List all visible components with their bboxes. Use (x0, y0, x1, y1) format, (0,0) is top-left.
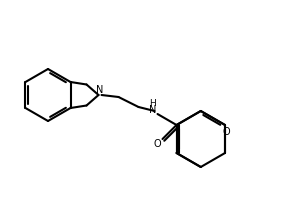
Text: N: N (96, 85, 103, 95)
Text: H: H (149, 99, 156, 108)
Text: O: O (154, 139, 161, 149)
Text: O: O (222, 127, 230, 137)
Text: N: N (149, 105, 156, 115)
